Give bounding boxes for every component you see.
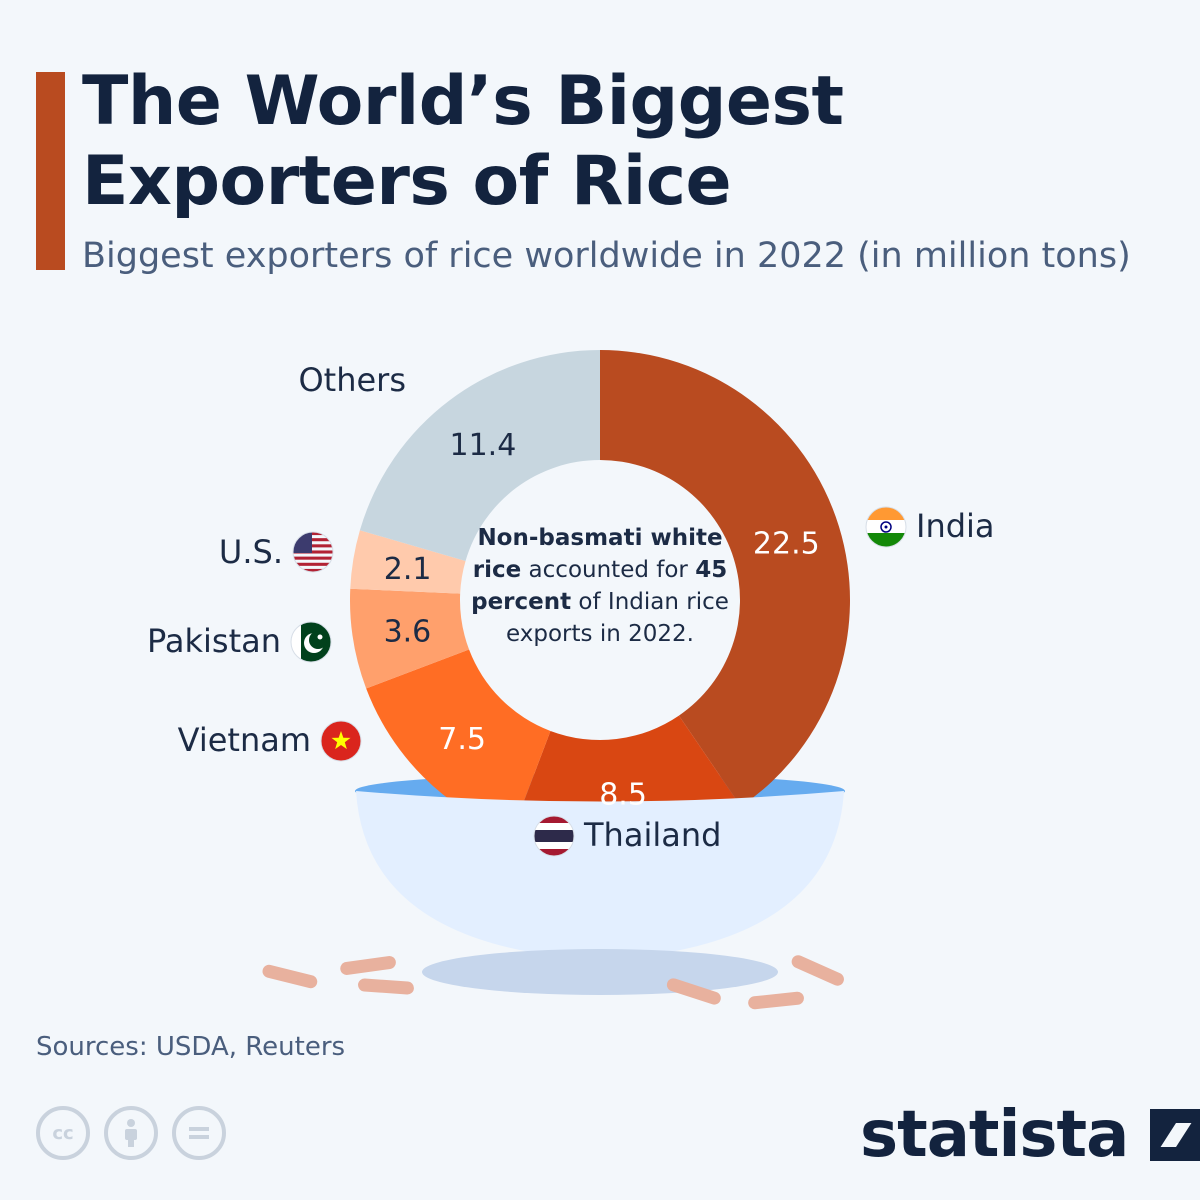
slice-others (359, 350, 600, 561)
slice-india (600, 350, 851, 807)
rice-grain (748, 991, 804, 1010)
thailand-flag-icon (533, 815, 575, 857)
category-label-vietnam: Vietnam (178, 721, 311, 759)
value-label-vietnam: 7.5 (438, 722, 486, 757)
value-label-pakistan: 3.6 (384, 615, 432, 650)
category-label-u-s: U.S. (219, 533, 283, 571)
vietnam-flag-icon (320, 720, 362, 762)
cc-icon[interactable]: cc (36, 1106, 90, 1160)
note-text-1: accounted for (521, 557, 696, 583)
rice-grain (340, 956, 396, 975)
rice-grains (262, 955, 844, 1010)
rice-grain (358, 978, 414, 995)
slice-pakistan (350, 588, 470, 689)
page-subtitle: Biggest exporters of rice worldwide in 2… (82, 236, 1131, 276)
category-label-others: Others (298, 361, 406, 399)
slice-vietnam (366, 649, 551, 834)
rice-grain (262, 964, 318, 989)
rice-grain (791, 955, 844, 986)
bowl-shadow (422, 949, 778, 995)
us-flag-icon (292, 531, 334, 573)
note-bold-1: Non-basmati white rice (472, 525, 723, 583)
page-title: The World’s Biggest Exporters of Rice (82, 62, 1082, 222)
attribution-icon[interactable] (104, 1106, 158, 1160)
bowl (356, 791, 844, 960)
pakistan-flag-icon (290, 621, 332, 663)
brand-name: statista (860, 1098, 1129, 1172)
license-icons: cc (36, 1106, 226, 1160)
slice-u-s (350, 530, 466, 594)
center-annotation: Non-basmati white rice accounted for 45 … (470, 522, 730, 650)
value-label-thailand: 8.5 (599, 778, 647, 813)
value-label-india: 22.5 (753, 526, 820, 561)
note-text-2: of Indian rice exports in 2022. (506, 589, 729, 647)
category-labels: India Thailand Vietnam Pakistan U.S. Others (147, 361, 995, 854)
flags (290, 506, 907, 857)
title-line-2: Exporters of Rice (82, 142, 732, 221)
statista-logo[interactable]: statista (860, 1098, 1200, 1172)
india-flag-icon (865, 506, 907, 548)
note-bold-2: 45 percent (471, 557, 728, 615)
value-label-u-s: 2.1 (384, 552, 432, 587)
sources-note: Sources: USDA, Reuters (36, 1032, 346, 1062)
rice-grain (666, 978, 721, 1005)
accent-bar (36, 72, 65, 270)
category-label-pakistan: Pakistan (147, 622, 281, 660)
category-label-thailand: Thailand (583, 816, 721, 854)
value-label-others: 11.4 (450, 428, 517, 463)
no-derivatives-icon[interactable] (172, 1106, 226, 1160)
title-line-1: The World’s Biggest (82, 62, 844, 141)
statista-logo-icon (1150, 1109, 1200, 1161)
category-label-india: India (916, 507, 995, 545)
value-labels: 22.5 8.5 7.5 3.6 2.1 11.4 (384, 428, 820, 813)
